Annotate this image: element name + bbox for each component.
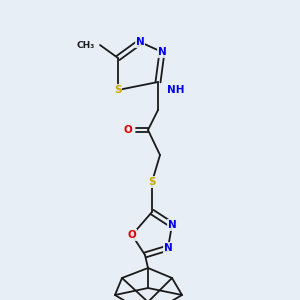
Text: S: S [114, 85, 122, 95]
Text: N: N [136, 37, 144, 47]
Text: O: O [128, 230, 136, 240]
Text: N: N [164, 243, 172, 253]
Text: O: O [124, 125, 132, 135]
Text: S: S [148, 177, 156, 187]
Text: NH: NH [167, 85, 185, 95]
Text: CH₃: CH₃ [77, 40, 95, 50]
Text: N: N [158, 47, 166, 57]
Text: N: N [168, 220, 176, 230]
